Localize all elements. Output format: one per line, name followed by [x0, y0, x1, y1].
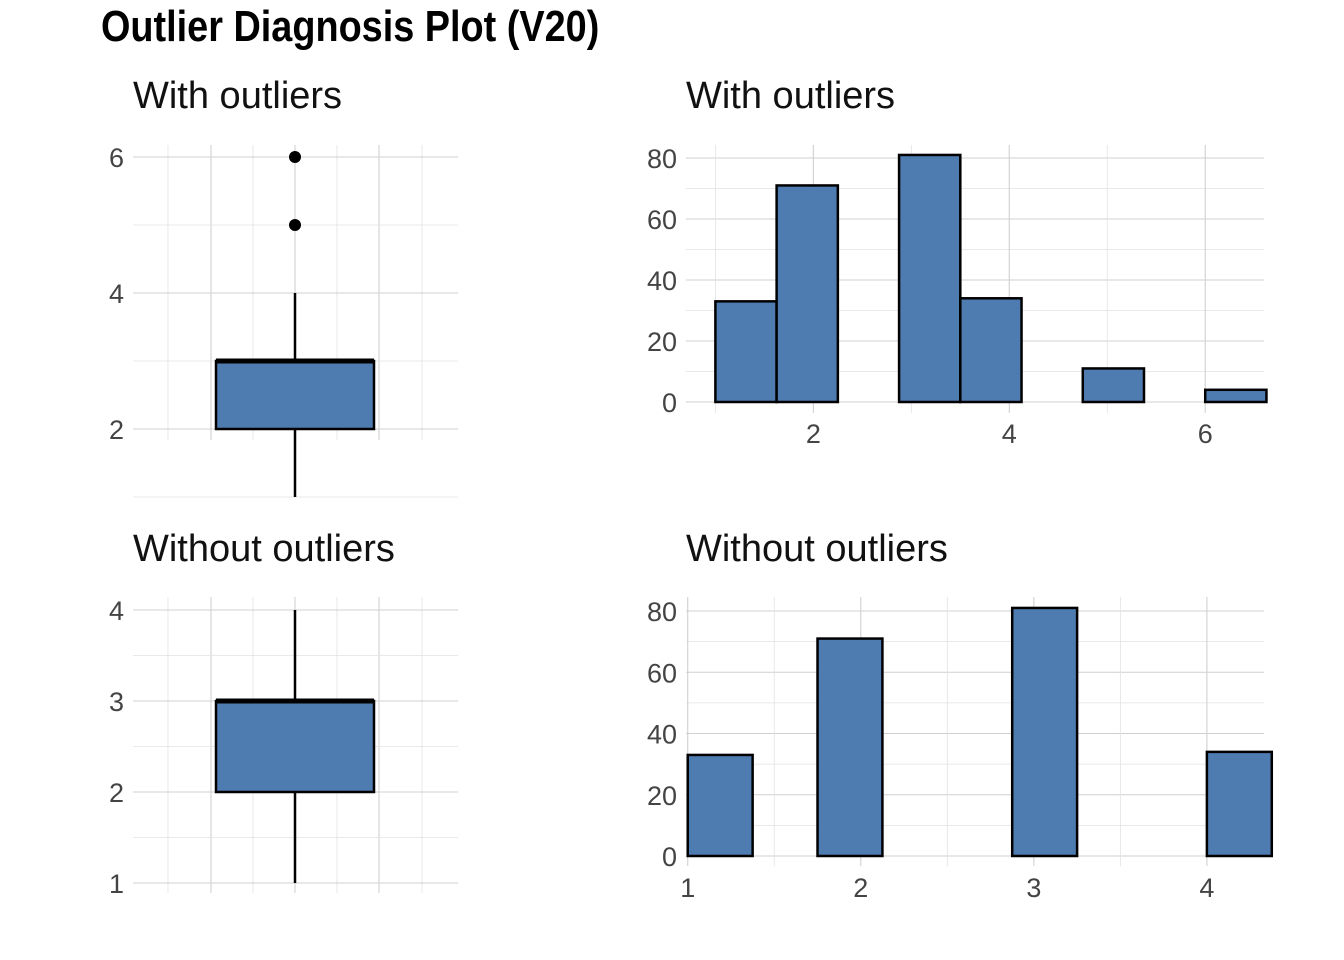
histogram-bar [1010, 606, 1079, 858]
y-tick-label: 60 [647, 658, 677, 688]
x-tick-label: 6 [1198, 419, 1213, 449]
histogram-bar [775, 184, 840, 404]
histogram-bar [1081, 367, 1146, 404]
x-tick-label: 4 [1002, 419, 1017, 449]
y-tick-label: 1 [109, 869, 124, 899]
histogram-without-outliers-panel: Without outliers 0 20 40 60 80 1 2 3 4 [647, 528, 1274, 903]
histogram-bar [714, 300, 778, 404]
y-tick-label: 40 [647, 266, 677, 296]
boxplot-without-outliers-panel: Without outliers 1 2 3 4 [109, 528, 458, 899]
panel-title: Without outliers [686, 528, 948, 570]
y-tick-label: 0 [662, 842, 677, 872]
y-tick-label: 20 [647, 781, 677, 811]
outlier-point [289, 151, 301, 163]
histogram-bar [1203, 388, 1268, 404]
page-title: Outlier Diagnosis Plot (V20) [101, 2, 600, 51]
panel-title: With outliers [133, 75, 342, 117]
y-tick-label: 40 [647, 720, 677, 750]
histogram-bar [959, 297, 1023, 404]
histogram-bar [897, 153, 962, 404]
y-tick-label: 2 [109, 778, 124, 808]
y-tick-label: 80 [647, 144, 677, 174]
histogram-bar [816, 637, 884, 858]
y-tick-label: 60 [647, 205, 677, 235]
boxplot-with-outliers-panel: With outliers 2 4 6 [109, 75, 458, 498]
y-tick-label: 20 [647, 327, 677, 357]
y-tick-label: 3 [109, 687, 124, 717]
panel-title: With outliers [686, 75, 895, 117]
y-tick-label: 6 [109, 143, 124, 173]
y-tick-label: 0 [662, 388, 677, 418]
histogram-bar [686, 753, 754, 858]
x-tick-label: 2 [853, 873, 868, 903]
y-tick-label: 2 [109, 415, 124, 445]
histogram-with-outliers-panel: With outliers 0 20 40 60 80 2 4 6 [647, 75, 1268, 449]
histogram-bar [1205, 750, 1274, 858]
box-iqr [214, 699, 376, 794]
x-tick-label: 1 [680, 873, 695, 903]
box-iqr [214, 359, 376, 431]
outlier-point [289, 219, 301, 231]
x-tick-label: 4 [1199, 873, 1214, 903]
y-tick-label: 80 [647, 597, 677, 627]
y-tick-label: 4 [109, 279, 124, 309]
x-tick-label: 2 [806, 419, 821, 449]
panel-title: Without outliers [133, 528, 395, 570]
x-tick-label: 3 [1026, 873, 1041, 903]
y-tick-label: 4 [109, 596, 124, 626]
